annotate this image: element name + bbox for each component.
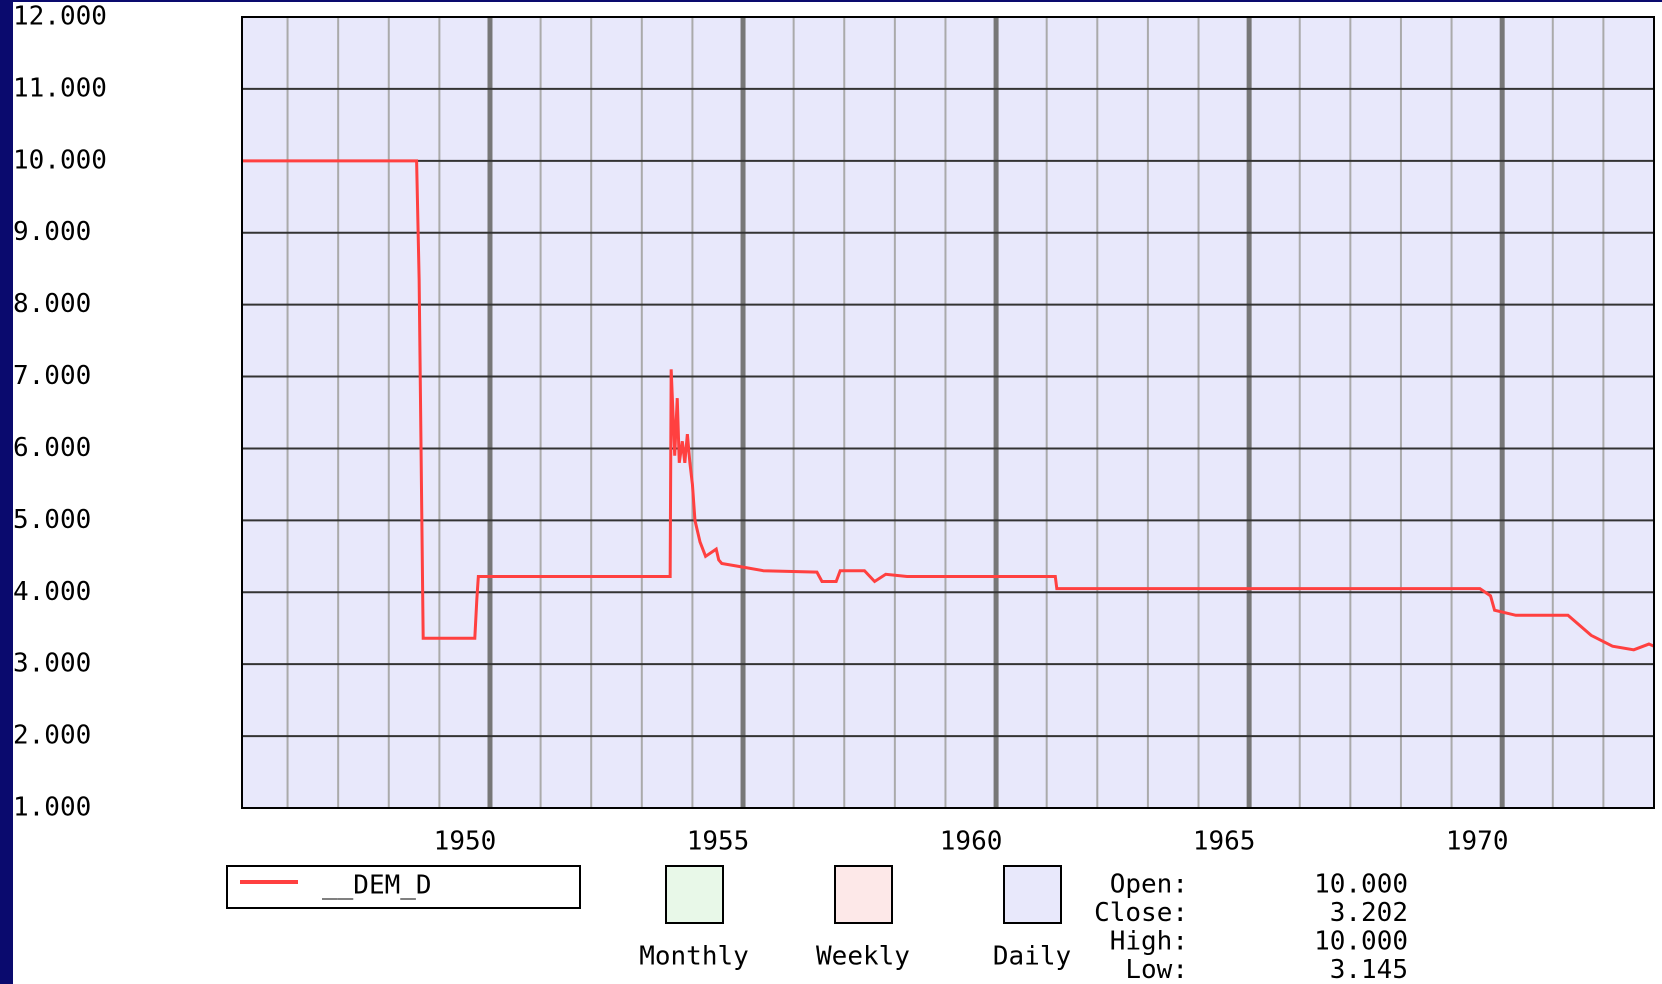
plot-border	[241, 16, 1655, 809]
y-tick-label: 1.000	[13, 793, 91, 823]
x-tick-label: 1950	[434, 827, 497, 857]
legend-label: __DEM_D	[322, 871, 432, 901]
y-tick-label: 5.000	[13, 505, 91, 535]
timeframe-label: Weekly	[816, 942, 910, 972]
stat-label: High:	[1110, 927, 1188, 957]
stat-label: Close:	[1094, 898, 1188, 928]
timeframe-label: Daily	[993, 942, 1071, 972]
top-frame	[0, 0, 1662, 2]
plot-background	[242, 17, 1654, 808]
price-line	[242, 159, 1655, 652]
y-tick-label: 2.000	[13, 721, 91, 751]
y-tick-label: 10.000	[13, 145, 107, 175]
y-tick-label: 11.000	[13, 73, 107, 103]
y-tick-label: 9.000	[13, 217, 91, 247]
timeframe-button[interactable]	[665, 865, 724, 924]
x-tick-label: 1960	[940, 827, 1003, 857]
stat-value: 3.202	[1330, 898, 1408, 928]
stat-label: Open:	[1110, 870, 1188, 900]
timeframe-button[interactable]	[834, 865, 893, 924]
legend-box	[226, 865, 581, 909]
timeframe-button[interactable]	[1003, 865, 1062, 924]
x-tick-label: 1970	[1446, 827, 1509, 857]
x-tick-label: 1965	[1193, 827, 1256, 857]
stat-label: Low:	[1125, 955, 1188, 984]
stat-value: 10.000	[1314, 870, 1408, 900]
left-frame	[0, 0, 13, 984]
y-tick-label: 12.000	[13, 2, 107, 32]
y-tick-label: 8.000	[13, 289, 91, 319]
y-tick-label: 4.000	[13, 577, 91, 607]
y-tick-label: 6.000	[13, 433, 91, 463]
timeframe-label: Monthly	[639, 942, 749, 972]
x-tick-label: 1955	[687, 827, 750, 857]
stat-value: 10.000	[1314, 927, 1408, 957]
y-tick-label: 3.000	[13, 649, 91, 679]
stat-value: 3.145	[1330, 955, 1408, 984]
y-tick-label: 7.000	[13, 361, 91, 391]
